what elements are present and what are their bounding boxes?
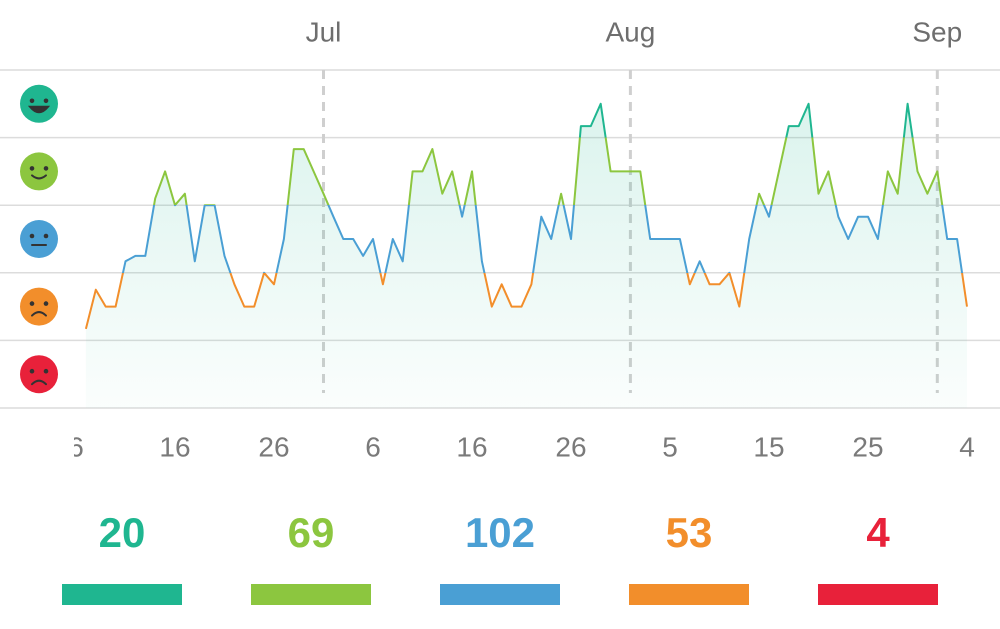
x-tick-label: 26 (555, 431, 586, 462)
x-tick-label: 4 (959, 431, 975, 462)
mood-face (20, 287, 58, 326)
mood-face (20, 220, 58, 258)
x-tick-label: 25 (852, 431, 883, 462)
mood-face (20, 84, 58, 123)
mood-count: 102 (465, 509, 535, 556)
mood-bar (440, 584, 560, 605)
mood-count: 69 (288, 509, 335, 556)
mouth (31, 174, 47, 180)
mood-bar (251, 584, 371, 605)
mood-count: 53 (666, 509, 713, 556)
mood-icon (20, 355, 58, 394)
mouth (31, 379, 47, 386)
mood-bar (629, 584, 749, 605)
mood-area (85, 103, 967, 409)
month-label: Jul (306, 16, 342, 47)
eye (29, 233, 35, 239)
month-label: Aug (605, 16, 655, 47)
mood-icon (20, 152, 58, 191)
eye (43, 233, 49, 239)
mood-line (84, 102, 968, 330)
mood-icon (20, 84, 58, 123)
mouth (27, 105, 51, 114)
x-axis: 6 16 26 6 16 26 5 15 25 4 (68, 431, 975, 462)
mood-count: 20 (99, 509, 146, 556)
eye (29, 368, 35, 374)
x-tick-label: 15 (753, 431, 784, 462)
mood-bar (818, 584, 938, 605)
eye (43, 301, 49, 306)
mood-face (20, 152, 58, 191)
eye (29, 98, 35, 104)
mood-icon (20, 220, 58, 258)
x-tick-label: 16 (456, 431, 487, 462)
eye (43, 98, 49, 104)
x-tick-label: 26 (258, 431, 289, 462)
eye (29, 301, 35, 306)
mood-bar (62, 584, 182, 605)
mood-count: 4 (866, 509, 890, 556)
x-tick-label: 16 (159, 431, 190, 462)
month-label: Sep (912, 16, 962, 47)
x-tick-label: 6 (365, 431, 381, 462)
x-tick-label: 6 (68, 431, 84, 462)
mood-face (20, 355, 58, 394)
mouth (31, 311, 47, 317)
eye (43, 368, 49, 374)
x-tick-label: 5 (662, 431, 678, 462)
eye (29, 166, 35, 171)
mood-icon (20, 287, 58, 326)
eye (43, 166, 49, 171)
